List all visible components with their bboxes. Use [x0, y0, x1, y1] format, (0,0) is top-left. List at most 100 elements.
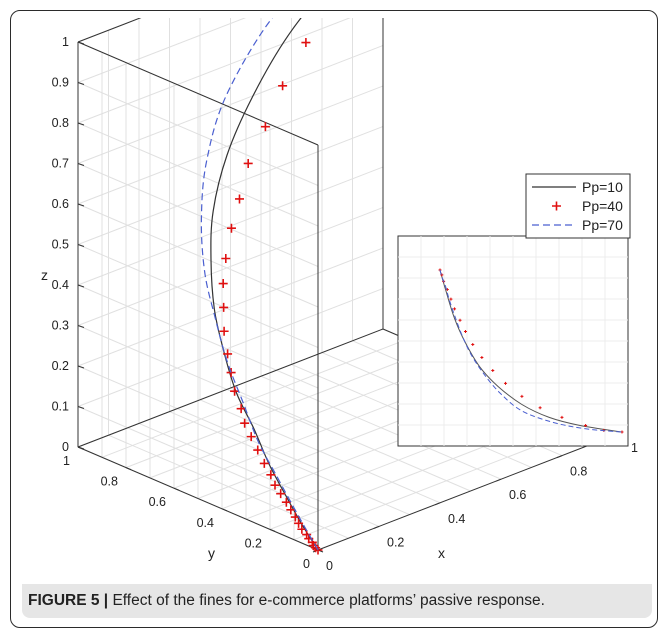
z-tick-mark — [77, 41, 85, 45]
y-tick-mark — [221, 508, 228, 512]
plus-marker — [290, 512, 300, 522]
y-tick-mark — [77, 446, 84, 450]
y-tick-mark — [125, 467, 132, 471]
x-tick-mark — [373, 525, 380, 529]
z-tick-label: 0.3 — [52, 319, 69, 333]
z-tick-mark — [77, 365, 85, 369]
x-tick-label: 0.4 — [448, 512, 465, 526]
series-line-pp-70 — [200, 18, 319, 551]
inset-plus-marker — [491, 368, 495, 372]
y-tick-label: 1 — [63, 454, 70, 468]
plus-marker — [281, 497, 291, 507]
inset-plus-marker — [504, 381, 508, 385]
y-axis-label: y — [208, 545, 215, 561]
wall-grid-line — [77, 203, 319, 308]
z-tick-label: 0.7 — [52, 157, 69, 171]
plus-marker — [294, 518, 304, 528]
series-line-pp-10 — [210, 18, 319, 551]
z-tick-mark — [77, 122, 85, 126]
z-tick-label: 0.4 — [52, 278, 69, 292]
legend: Pp=10 Pp=40 Pp=70 — [525, 173, 631, 239]
plus-marker — [230, 386, 240, 396]
z-tick-label: 0.2 — [52, 359, 69, 373]
wall-grid-line — [77, 82, 319, 186]
plus-marker — [240, 418, 250, 428]
inset-plus-marker — [520, 394, 524, 398]
plus-marker — [235, 194, 244, 204]
x-tick-label: 1 — [631, 441, 638, 455]
y-tick-label: 0.2 — [245, 536, 262, 550]
z-tick-label: 0.5 — [52, 238, 69, 252]
series-markers-pp-40 — [218, 38, 323, 555]
plus-marker — [221, 253, 231, 263]
floor-grid-line — [101, 338, 408, 458]
caption-label: FIGURE 5 | — [28, 592, 109, 609]
legend-label: Pp=10 — [582, 179, 623, 195]
inset-series-line — [439, 269, 623, 433]
legend-box — [525, 173, 631, 239]
wall-grid-line — [77, 244, 319, 348]
wall-grid-line — [77, 163, 319, 267]
series-layer — [200, 18, 323, 555]
box-edge — [77, 18, 142, 43]
z-tick-mark — [77, 284, 85, 288]
plus-marker — [219, 302, 229, 312]
z-tick-mark — [77, 406, 85, 409]
plus-marker — [270, 480, 280, 490]
inset-plus-marker — [458, 318, 462, 322]
plus-marker — [253, 445, 263, 455]
inset-plus-marker — [584, 424, 588, 428]
inset-plus-marker — [449, 297, 453, 301]
inset-plus-marker — [480, 355, 484, 359]
z-tick-label: 0.1 — [52, 400, 69, 414]
inset-plus-marker — [453, 307, 457, 311]
x-tick-label: 0.6 — [509, 488, 526, 502]
wall-grid-line — [77, 18, 247, 83]
y-tick-label: 0 — [303, 557, 310, 571]
wall-grid-line — [77, 18, 351, 124]
plus-marker — [223, 349, 233, 359]
z-tick-label: 0.6 — [52, 197, 69, 211]
y-tick-label: 0.4 — [197, 516, 214, 530]
z-tick-mark — [77, 82, 85, 85]
legend-label: Pp=40 — [582, 198, 623, 214]
legend-plus-marker — [552, 201, 561, 211]
plus-marker — [301, 38, 311, 48]
x-tick-mark — [434, 502, 441, 506]
z-tick-mark — [77, 244, 85, 247]
inset-plus-marker — [538, 406, 542, 410]
inset-plus-marker — [471, 343, 475, 347]
wall-grid-line — [77, 45, 384, 164]
x-tick-label: 0.2 — [387, 535, 404, 549]
inset-chart — [397, 235, 629, 447]
z-tick-mark — [77, 203, 85, 207]
plus-marker — [266, 470, 276, 480]
3d-line-chart: 00.10.20.30.40.50.60.70.80.9100.20.40.60… — [41, 18, 638, 573]
plus-marker — [219, 326, 229, 336]
inset-plus-marker — [560, 415, 564, 419]
y-tick-mark — [173, 487, 180, 491]
axis-labels: x y z — [41, 267, 445, 561]
inset-series-line — [439, 269, 623, 433]
plus-marker — [259, 458, 269, 468]
z-tick-label: 0 — [62, 440, 69, 454]
box-edge — [77, 41, 319, 146]
plus-marker — [286, 505, 296, 515]
plus-marker — [246, 432, 256, 442]
inset-plus-marker — [463, 330, 467, 334]
y-tick-label: 0.6 — [149, 495, 166, 509]
plus-marker — [236, 404, 246, 414]
x-tick-label: 0 — [326, 559, 333, 573]
plus-marker — [276, 489, 286, 499]
plus-marker — [226, 223, 236, 233]
plus-marker — [278, 81, 288, 91]
box-edge — [317, 431, 624, 551]
y-tick-label: 0.8 — [101, 475, 118, 489]
plus-marker — [218, 279, 228, 289]
caption-text: Effect of the fines for e-commerce platf… — [108, 592, 545, 609]
z-tick-mark — [77, 325, 85, 328]
plus-marker — [243, 158, 253, 168]
box-edge — [77, 446, 319, 551]
floor-grid-line — [125, 349, 432, 469]
x-tick-label: 0.8 — [570, 465, 587, 479]
